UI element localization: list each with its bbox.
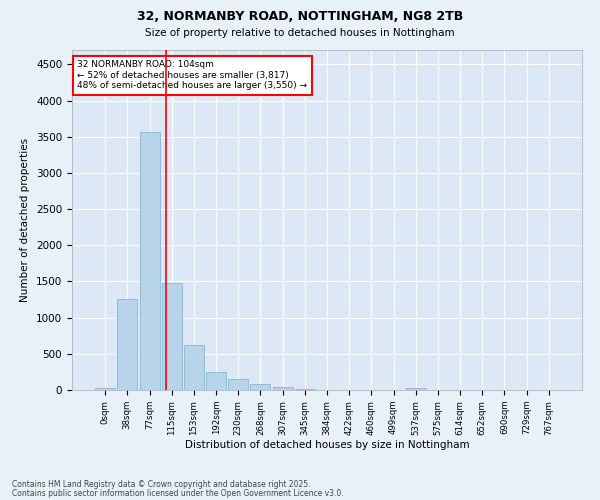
Text: 32 NORMANBY ROAD: 104sqm
← 52% of detached houses are smaller (3,817)
48% of sem: 32 NORMANBY ROAD: 104sqm ← 52% of detach… — [77, 60, 307, 90]
Bar — [250, 384, 271, 390]
Y-axis label: Number of detached properties: Number of detached properties — [20, 138, 31, 302]
Bar — [295, 389, 315, 390]
Bar — [95, 388, 115, 390]
Bar — [272, 387, 293, 390]
X-axis label: Distribution of detached houses by size in Nottingham: Distribution of detached houses by size … — [185, 440, 469, 450]
Text: Contains public sector information licensed under the Open Government Licence v3: Contains public sector information licen… — [12, 488, 344, 498]
Bar — [406, 388, 426, 390]
Bar — [118, 299, 137, 390]
Bar — [206, 372, 226, 390]
Bar — [162, 283, 182, 390]
Bar — [140, 132, 160, 390]
Bar — [184, 346, 204, 390]
Text: Contains HM Land Registry data © Crown copyright and database right 2025.: Contains HM Land Registry data © Crown c… — [12, 480, 311, 489]
Bar — [228, 380, 248, 390]
Text: 32, NORMANBY ROAD, NOTTINGHAM, NG8 2TB: 32, NORMANBY ROAD, NOTTINGHAM, NG8 2TB — [137, 10, 463, 23]
Text: Size of property relative to detached houses in Nottingham: Size of property relative to detached ho… — [145, 28, 455, 38]
